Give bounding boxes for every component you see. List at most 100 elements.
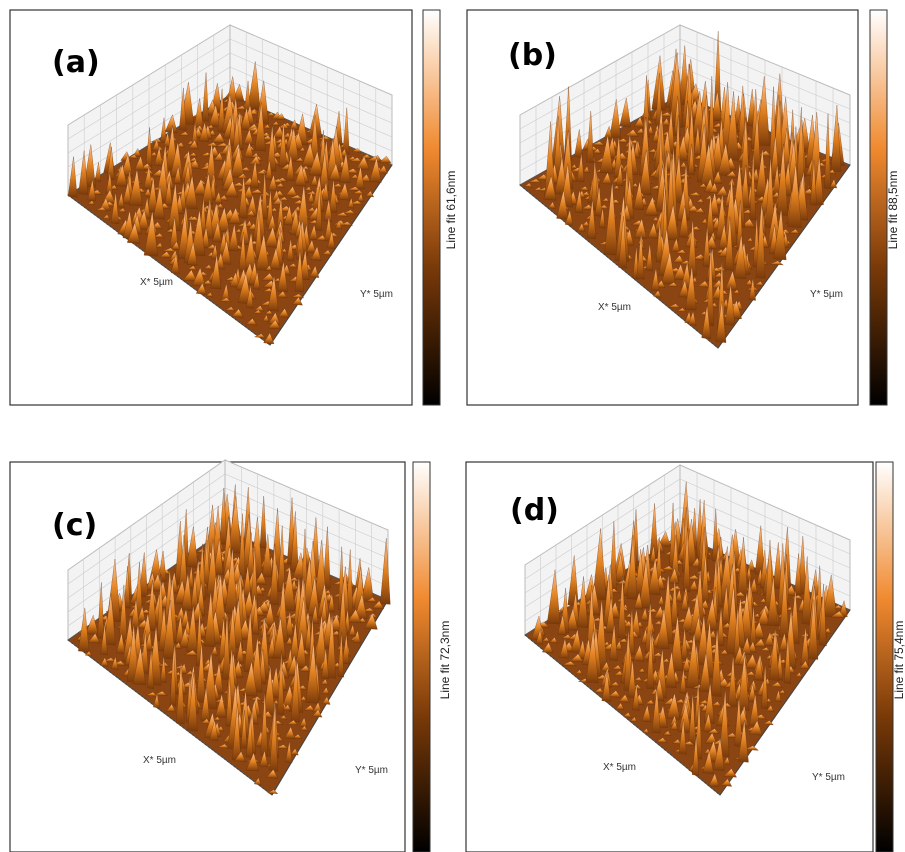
surface-peak [697,280,711,288]
surface-peak [636,231,645,280]
surface-peak [591,141,606,146]
surface-peak [701,304,711,339]
surface-peak [182,269,198,282]
surface-peak [338,182,350,201]
surface-peak [645,699,656,705]
surface-peak [295,630,307,669]
surface-peak [310,174,319,187]
surface-peak [201,72,209,122]
surface-peak [123,566,131,609]
surface-peak [675,249,688,255]
surface-peak [169,645,177,707]
surface-peak [753,638,767,648]
surface-peak [187,566,195,589]
surface-peak [829,178,838,189]
surface-peak [179,87,187,131]
surface-peak [616,138,630,143]
surface-peak [617,638,629,644]
surface-peak [171,241,181,250]
surface-peak [219,240,232,265]
surface-peak [309,265,320,278]
surface-peak [569,653,584,663]
surface-peak [263,124,271,129]
surface-peak [308,150,324,177]
surface-peak [304,186,313,192]
surface-peak [598,207,606,229]
y-axis-label: Y* 5µm [812,772,845,783]
surface-peak [184,175,198,210]
surface-peak [749,150,756,221]
surface-peak [704,597,718,631]
surface-peak [263,332,275,344]
surface-peak [230,146,245,178]
surface-peak [238,231,247,272]
surface-peak [686,205,700,213]
surface-peak [265,265,273,272]
surface-peak [630,716,638,723]
surface-peak [152,185,165,220]
surface-peak [154,691,168,696]
surface-peak [794,553,802,596]
surface-peak [807,599,819,660]
surface-peak [294,164,307,187]
wall-grid [67,52,231,154]
surface-peak [642,728,650,734]
surface-peak [674,699,686,704]
surface-peak [190,574,199,611]
surface-peak [769,260,784,266]
surface-peak [710,628,722,697]
surface-peak [263,602,276,628]
surface-peak [170,252,180,274]
surface-peak [692,255,705,260]
surface-peak [133,148,142,157]
surface-peak [711,508,719,562]
surface-peak [218,195,229,201]
surface-peak [100,657,109,667]
surface-peak [162,600,176,660]
surface-peak [613,670,625,677]
surface-peak [672,255,685,264]
surface-peak [351,148,362,153]
y-axis-label: Y* 5µm [810,289,843,300]
surface-peak [703,713,713,733]
surface-peak [632,644,645,662]
surface-peak [767,575,778,627]
wall-grid [224,487,389,559]
surface-peak [186,216,201,222]
surface-peak [680,627,688,660]
surface-peak [637,668,646,673]
surface-peak [655,220,663,263]
surface-peak [84,650,93,657]
surface-peak [299,665,311,673]
surface-peak [585,629,599,684]
surface-peak [609,681,621,687]
wall-grid [67,501,226,613]
surface-peak [126,222,141,244]
surface-peak [162,247,177,253]
surface-peak [291,293,305,299]
surface-peak [686,575,701,581]
colorbar-label: Line fit 61,6nm [444,171,458,250]
surface-peak [320,679,329,686]
surface-peak [143,210,158,257]
surface-peak [287,263,298,268]
surface-peak [761,664,769,710]
surface-peak [655,73,663,127]
surface-peak [695,198,705,204]
surface-peak [240,107,251,131]
surface-peak [211,132,226,144]
colorbar [422,9,441,406]
surface-peak [741,636,752,655]
surface-peak [347,186,362,191]
surface-peak [576,153,585,183]
surface-peak [627,659,637,699]
surface-peak [651,652,664,658]
surface-peak [601,172,612,185]
surface-peak [305,642,319,704]
surface-peak [222,611,231,681]
surface-peak [749,720,763,736]
surface-peak [337,580,347,647]
surface-peak [153,693,160,709]
surface-peak [213,538,224,576]
surface-peak [188,139,199,150]
